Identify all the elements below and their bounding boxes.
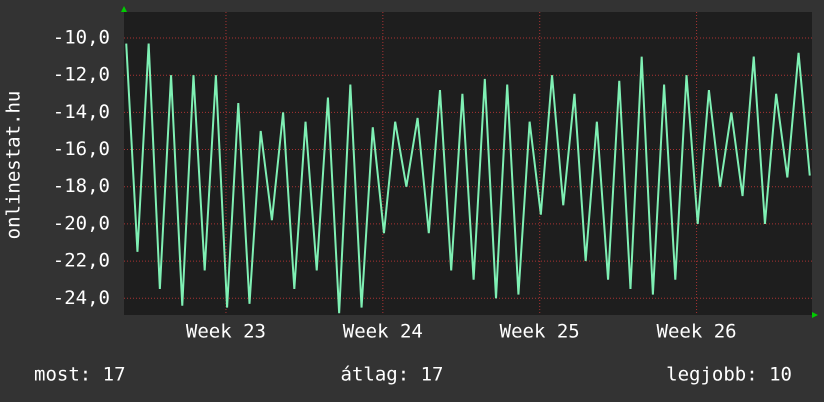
y-tick-label: -24,0 [53,287,110,309]
y-tick-label: -10,0 [53,27,110,49]
x-tick-label: Week 24 [343,321,423,343]
plot-area [124,12,812,315]
axis-arrow [121,6,127,12]
footer-best: legjobb: 10 [666,364,792,386]
y-tick-label: -14,0 [53,101,110,123]
axis-arrow [812,312,818,318]
footer-current: most: 17 [34,364,126,386]
y-tick-label: -16,0 [53,138,110,160]
line [125,43,811,314]
y-axis-label: onlinestat.hu [3,91,25,240]
x-tick-label: Week 26 [657,321,737,343]
x-tick-label: Week 23 [186,321,266,343]
y-tick-label: -22,0 [53,250,110,272]
x-tick-label: Week 25 [500,321,580,343]
y-tick-label: -20,0 [53,212,110,234]
footer-average: átlag: 17 [341,364,444,386]
y-tick-label: -18,0 [53,175,110,197]
y-tick-label: -12,0 [53,64,110,86]
